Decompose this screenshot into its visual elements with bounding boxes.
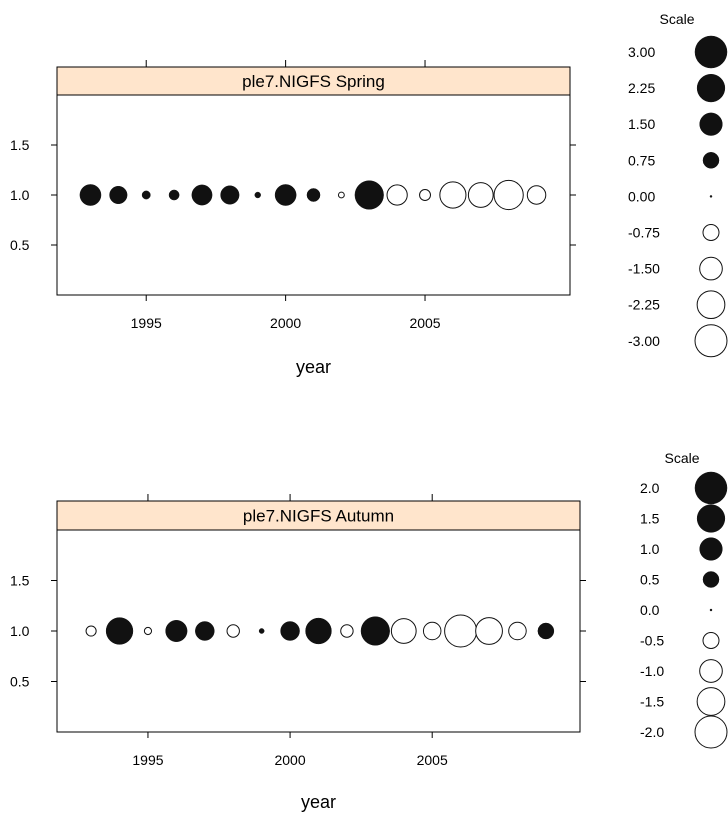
bubble-negative — [439, 181, 467, 209]
y-tick-label: 1.0 — [10, 623, 30, 639]
bubble-negative — [85, 625, 97, 637]
legend-title: Scale — [659, 11, 694, 27]
legend-label: 0.75 — [628, 152, 655, 168]
legend-label: -1.5 — [640, 694, 664, 710]
legend-circle — [709, 608, 713, 612]
legend-label: -1.0 — [640, 663, 664, 679]
legend-circle — [709, 195, 713, 198]
legend-label: -0.5 — [640, 633, 664, 649]
y-tick-label: 0.5 — [10, 237, 30, 253]
bubble-positive — [220, 185, 240, 205]
bubble-positive — [79, 184, 102, 206]
bubble-positive — [109, 185, 128, 205]
legend-label: 1.5 — [640, 511, 660, 527]
bubble-negative — [419, 189, 431, 201]
legend-circle — [694, 471, 728, 505]
bubble-negative — [467, 182, 494, 208]
panel-title: ple7.NIGFS Autumn — [243, 507, 394, 526]
y-tick-label: 1.0 — [10, 187, 30, 203]
legend-circle — [694, 324, 728, 358]
legend-label: 0.5 — [640, 572, 660, 588]
x-tick-label: 2005 — [417, 752, 448, 768]
legend-label: -3.00 — [628, 333, 660, 349]
x-tick-label: 2000 — [274, 752, 305, 768]
bubble-negative — [508, 621, 527, 641]
bubble-positive — [306, 188, 321, 202]
legend-label: -2.25 — [628, 297, 660, 313]
bubble-positive — [537, 622, 555, 640]
bubble-negative — [444, 614, 478, 648]
bubble-negative — [422, 621, 442, 641]
bubble-positive — [191, 184, 213, 206]
y-tick-label: 0.5 — [10, 674, 30, 690]
legend-title: Scale — [664, 450, 699, 466]
bubble-positive — [360, 616, 390, 646]
legend-circle — [696, 73, 726, 103]
bubble-negative — [493, 179, 524, 211]
bubble-positive — [254, 191, 261, 199]
legend-circle — [694, 35, 728, 69]
legend-label: -0.75 — [628, 225, 660, 241]
legend-circle — [702, 632, 720, 649]
x-tick-label: 1995 — [132, 752, 163, 768]
legend-circle — [702, 224, 720, 241]
x-axis-label: year — [296, 357, 331, 377]
bubble-negative — [143, 626, 153, 636]
legend-circle — [699, 659, 723, 683]
bubble-positive — [105, 617, 134, 645]
bubble-negative — [340, 624, 354, 638]
bubble-positive — [274, 184, 297, 206]
y-tick-label: 1.5 — [10, 137, 30, 153]
bubble-positive — [354, 180, 384, 210]
bubble-negative — [390, 618, 417, 644]
x-tick-label: 2000 — [270, 315, 301, 331]
legend-label: -2.0 — [640, 724, 664, 740]
panel-spring: ple7.NIGFS Spring 1995 2000 2005 0.5 1.0 1.5 ye… — [10, 60, 576, 377]
bubble-positive — [258, 628, 265, 634]
legend-label: 1.50 — [628, 116, 655, 132]
legend-circle — [696, 687, 726, 716]
legend-label: -1.50 — [628, 261, 660, 277]
x-tick-label: 1995 — [131, 315, 162, 331]
legend-circle — [699, 256, 723, 281]
legend-circle — [696, 290, 726, 320]
legend-label: 3.00 — [628, 44, 655, 60]
bubble-negative — [386, 184, 408, 206]
bubble-positive — [305, 617, 332, 645]
panel-title: ple7.NIGFS Spring — [242, 72, 385, 91]
x-axis-label: year — [301, 792, 336, 812]
bubble-negative — [337, 191, 345, 199]
bubble-negative — [226, 624, 240, 638]
bubble-positive — [195, 621, 215, 641]
panel-strip — [56, 66, 571, 96]
legend-circle — [699, 112, 723, 136]
legend-circle — [699, 537, 723, 561]
legend-circle — [702, 152, 720, 169]
legend-label: 2.25 — [628, 80, 655, 96]
legend-circle — [702, 571, 720, 588]
bubble-negative — [526, 185, 547, 205]
legend-label: 0.0 — [640, 602, 660, 618]
panel-autumn: ple7.NIGFS Autumn 1995 2000 2005 0.5 1.0 1.5 ye… — [10, 494, 586, 812]
legend-label: 2.0 — [640, 480, 660, 496]
legend-label: 1.0 — [640, 541, 660, 557]
legend-circle — [694, 715, 728, 749]
legend-label: 0.00 — [628, 188, 655, 204]
bubble-positive — [168, 189, 180, 201]
y-tick-label: 1.5 — [10, 573, 30, 589]
legend-circle — [696, 504, 726, 533]
bubble-positive — [141, 190, 151, 200]
bubble-negative — [475, 617, 503, 645]
bubble-positive — [165, 620, 188, 642]
x-tick-label: 2005 — [409, 315, 440, 331]
bubble-positive — [280, 621, 300, 641]
legend-spring: Scale 3.00 2.25 1.50 0.75 0.00 -0.75 -1.50 -2.25… — [628, 11, 728, 358]
